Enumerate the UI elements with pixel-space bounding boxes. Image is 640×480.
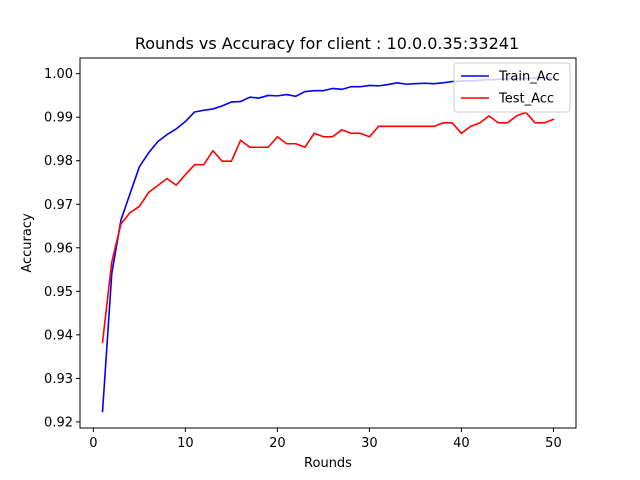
x-tick-label: 50 xyxy=(545,436,562,451)
y-tick-label: 0.94 xyxy=(44,328,73,343)
x-axis: 0 10 20 30 40 50 xyxy=(89,428,562,451)
x-tick-label: 0 xyxy=(89,436,97,451)
y-tick-label: 0.99 xyxy=(44,111,73,126)
x-axis-title: Rounds xyxy=(304,456,352,471)
y-axis-title: Accuracy xyxy=(20,213,35,273)
x-tick-label: 20 xyxy=(269,436,286,451)
x-tick-label: 40 xyxy=(453,436,470,451)
y-tick-label: 0.97 xyxy=(44,198,73,213)
plot-frame xyxy=(79,57,577,429)
legend-label: Train_Acc xyxy=(498,70,560,85)
plot-background xyxy=(80,58,576,428)
legend-label: Test_Acc xyxy=(498,92,554,107)
x-tick-label: 30 xyxy=(361,436,378,451)
series-line-test-acc xyxy=(101,111,555,344)
x-tick-label: 10 xyxy=(177,436,194,451)
plot-area xyxy=(79,57,577,429)
y-tick-label: 0.93 xyxy=(44,372,73,387)
y-tick-label: 1.00 xyxy=(44,67,73,82)
chart-title: Rounds vs Accuracy for client : 10.0.0.3… xyxy=(135,34,519,53)
y-tick-label: 0.95 xyxy=(44,285,73,300)
legend: Train_Acc Test_Acc xyxy=(453,62,571,113)
y-tick-label: 0.92 xyxy=(44,415,73,430)
y-axis: 0.92 0.93 0.94 0.95 0.96 0.97 0.98 0.99 1.00 xyxy=(44,67,80,430)
y-tick-label: 0.96 xyxy=(44,241,73,256)
y-tick-label: 0.98 xyxy=(44,154,73,169)
